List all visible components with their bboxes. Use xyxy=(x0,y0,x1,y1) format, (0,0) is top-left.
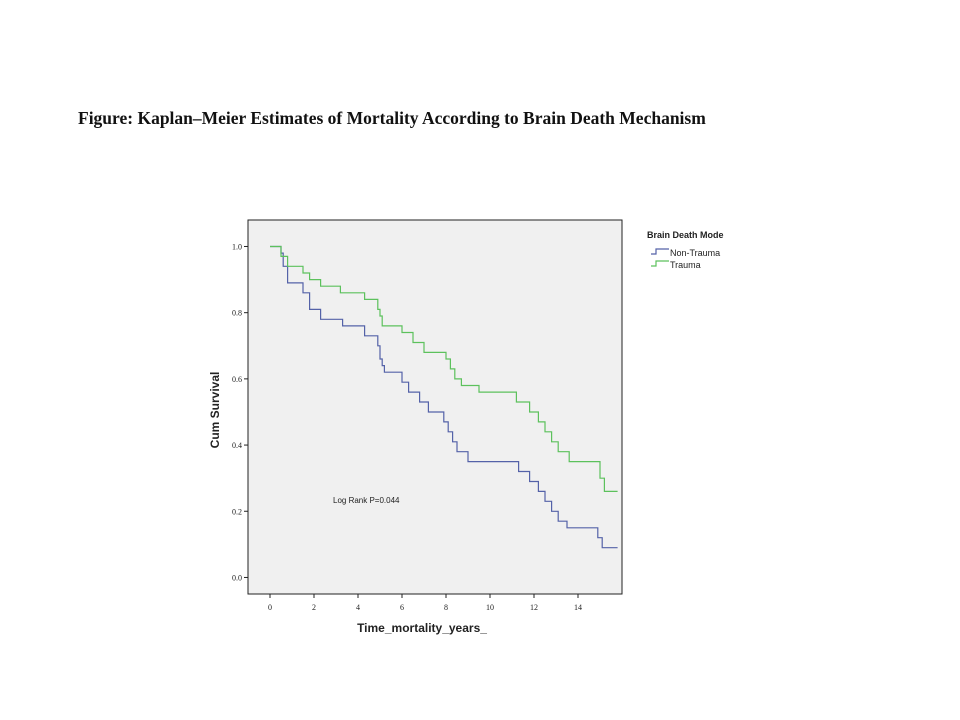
axes: 0 2 4 6 8 10 12 14 0.0 0.2 0.4 0.6 0.8 1.0 xyxy=(232,242,582,612)
legend-title: Brain Death Mode xyxy=(647,230,724,240)
legend-item-non-trauma: Non-Trauma xyxy=(651,248,720,258)
figure-title: Figure: Kaplan–Meier Estimates of Mortal… xyxy=(78,108,706,128)
x-tick-label: 8 xyxy=(444,603,448,612)
y-tick-label: 0.4 xyxy=(232,441,242,450)
legend-swatch xyxy=(651,260,669,267)
y-tick-label: 0.2 xyxy=(232,507,242,516)
x-tick-label: 4 xyxy=(356,603,360,612)
legend-label: Trauma xyxy=(670,260,701,270)
x-tick-label: 6 xyxy=(400,603,404,612)
legend-item-trauma: Trauma xyxy=(651,260,701,270)
x-tick-label: 14 xyxy=(574,603,582,612)
legend-label: Non-Trauma xyxy=(670,248,720,258)
series-non-trauma-line xyxy=(270,245,618,549)
y-tick-label: 1.0 xyxy=(232,242,242,251)
y-tick-label: 0.6 xyxy=(232,375,242,384)
log-rank-annotation: Log Rank P=0.044 xyxy=(333,496,400,505)
y-tick-label: 0.8 xyxy=(232,309,242,318)
y-tick-label: 0.0 xyxy=(232,573,242,582)
x-tick-label: 10 xyxy=(486,603,494,612)
x-axis-title: Time_mortality_years_ xyxy=(357,621,487,635)
x-tick-label: 12 xyxy=(530,603,538,612)
legend-items: Non-Trauma Trauma xyxy=(651,248,720,270)
series-layer xyxy=(270,245,618,549)
legend-swatch xyxy=(651,248,669,255)
x-tick-label: 2 xyxy=(312,603,316,612)
series-trauma-line xyxy=(270,245,618,492)
plot-area xyxy=(247,219,623,595)
legend: Brain Death Mode Non-Trauma Trauma xyxy=(647,230,724,270)
x-tick-label: 0 xyxy=(268,603,272,612)
y-axis-title: Cum Survival xyxy=(208,372,222,449)
